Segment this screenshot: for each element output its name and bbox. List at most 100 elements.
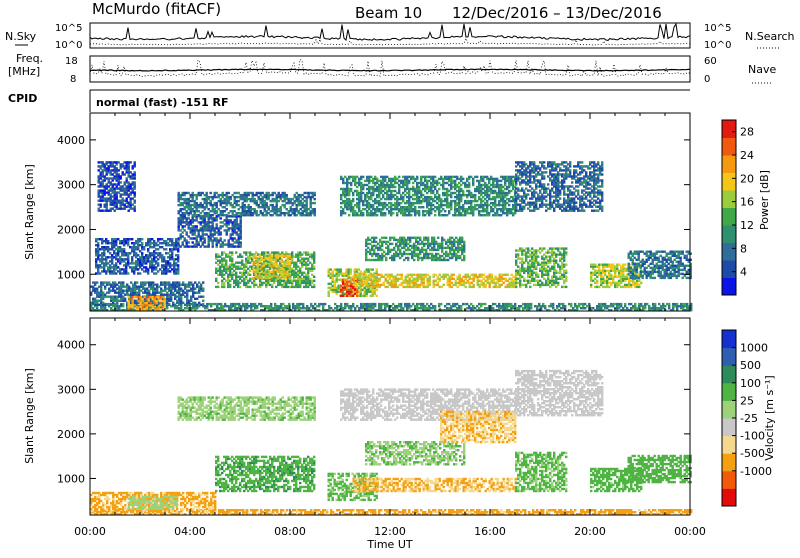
heatmap-cell (348, 281, 350, 283)
heatmap-cell (220, 217, 222, 219)
heatmap-cell (530, 305, 532, 307)
heatmap-cell (644, 305, 646, 307)
heatmap-cell (119, 246, 121, 248)
heatmap-cell (130, 171, 132, 173)
heatmap-cell (99, 272, 101, 274)
heatmap-cell (115, 272, 117, 274)
heatmap-cell (538, 303, 540, 305)
heatmap-cell (130, 281, 132, 283)
heatmap-cell (296, 192, 298, 194)
heatmap-cell (235, 272, 237, 274)
heatmap-cell (445, 251, 447, 253)
heatmap-cell (465, 286, 467, 288)
heatmap-cell (272, 204, 274, 206)
heatmap-cell (484, 303, 486, 305)
heatmap-cell (168, 281, 170, 283)
heatmap-cell (367, 237, 369, 239)
heatmap-cell (241, 260, 243, 262)
heatmap-cell (141, 238, 143, 240)
heatmap-cell (253, 277, 255, 279)
heatmap-cell (157, 262, 159, 264)
heatmap-cell (105, 272, 107, 274)
heatmap-cell (514, 303, 516, 305)
heatmap-cell (97, 242, 99, 244)
heatmap-cell (257, 267, 259, 269)
heatmap-cell (356, 289, 358, 291)
heatmap-cell (395, 282, 397, 284)
nave-tick-bottom: 0 (704, 74, 710, 85)
heatmap-cell (313, 266, 315, 268)
heatmap-cell (144, 284, 146, 286)
heatmap-cell (222, 192, 224, 194)
heatmap-cell (177, 272, 179, 274)
heatmap-cell (437, 237, 439, 239)
heatmap-cell (226, 231, 228, 233)
heatmap-cell (412, 303, 414, 305)
heatmap-cell (122, 171, 124, 173)
heatmap-cell (184, 229, 186, 231)
heatmap-cell (114, 281, 116, 283)
heatmap-cell (646, 303, 648, 305)
heatmap-cell (261, 271, 263, 273)
cpid-label: CPID (8, 92, 37, 105)
heatmap-cell (588, 303, 590, 305)
heatmap-cell (171, 238, 173, 240)
heatmap-cell (413, 259, 415, 261)
heatmap-cell (155, 272, 157, 274)
heatmap-cell (430, 303, 432, 305)
heatmap-cell (229, 284, 231, 286)
heatmap-cell (314, 202, 316, 204)
heatmap-cell (272, 194, 274, 196)
heatmap-cell (288, 303, 290, 305)
heatmap-cell (330, 268, 332, 270)
heatmap-cell (177, 264, 179, 266)
heatmap-cell (111, 260, 113, 262)
heatmap-cell (108, 281, 110, 283)
heatmap-cell (346, 303, 348, 305)
heatmap-cell (255, 255, 257, 257)
heatmap-cell (177, 248, 179, 250)
heatmap-cell (291, 282, 293, 284)
heatmap-cell (202, 296, 204, 298)
heatmap-cell (448, 303, 450, 305)
nave-tick-top: 60 (704, 56, 717, 67)
power-cells (90, 161, 692, 311)
heatmap-cell (134, 191, 136, 193)
heatmap-cell (273, 282, 275, 284)
heatmap-cell (248, 204, 250, 206)
heatmap-cell (313, 256, 315, 258)
heatmap-cell (164, 304, 166, 306)
heatmap-cell (177, 260, 179, 262)
heatmap-cell (141, 242, 143, 244)
heatmap-cell (374, 303, 376, 305)
heatmap-cell (313, 276, 315, 278)
heatmap-cell (134, 171, 136, 173)
heatmap-cell (291, 251, 293, 253)
heatmap-cell (385, 257, 387, 259)
heatmap-cell (289, 267, 291, 269)
heatmap-cell (313, 251, 315, 253)
heatmap-cell (130, 161, 132, 163)
heatmap-cell (246, 303, 248, 305)
heatmap-cell (408, 303, 410, 305)
heatmap-cell (352, 198, 354, 200)
heatmap-cell (165, 248, 167, 250)
heatmap-cell (141, 252, 143, 254)
heatmap-cell (192, 284, 194, 286)
heatmap-cell (289, 277, 291, 279)
heatmap-cell (184, 194, 186, 196)
heatmap-cell (498, 303, 500, 305)
heatmap-cell (313, 280, 315, 282)
heatmap-cell (429, 282, 431, 284)
heatmap-cell (372, 194, 374, 196)
heatmap-cell (252, 192, 254, 194)
heatmap-cell (182, 231, 184, 233)
heatmap-cell (350, 268, 352, 270)
heatmap-cell (368, 182, 370, 184)
heatmap-cell (383, 282, 385, 284)
heatmap-cell (376, 295, 378, 297)
heatmap-cell (198, 281, 200, 283)
heatmap-cell (365, 274, 367, 276)
heatmap-cell (282, 303, 284, 305)
